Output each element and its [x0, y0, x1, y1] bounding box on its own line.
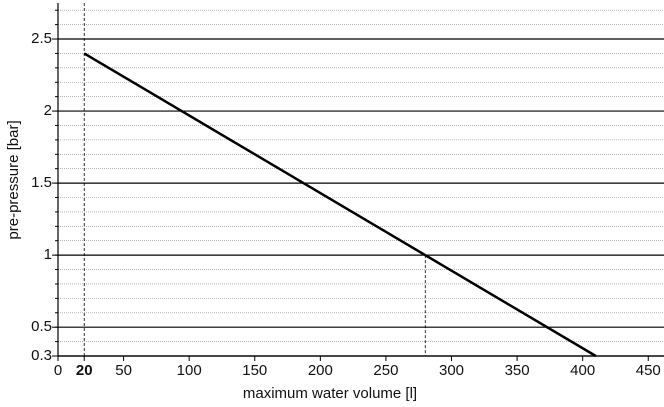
y-tick-label: 1	[44, 246, 52, 263]
y-tick-label: 2	[44, 102, 52, 119]
y-axis-title: pre-pressure [bar]	[5, 120, 22, 239]
x-tick-label: 350	[505, 362, 530, 379]
y-tick-label: 0.5	[31, 318, 52, 335]
x-tick-label: 450	[636, 362, 661, 379]
x-tick-label: 20	[76, 362, 93, 379]
x-tick-label: 100	[177, 362, 202, 379]
x-tick-label: 50	[115, 362, 132, 379]
x-tick-label: 250	[373, 362, 398, 379]
x-tick-label: 150	[242, 362, 267, 379]
data-line	[83, 52, 597, 358]
x-tick-label: 0	[54, 362, 62, 379]
x-tick-label: 200	[308, 362, 333, 379]
x-tick-label: 300	[439, 362, 464, 379]
x-axis-title: maximum water volume [l]	[243, 385, 417, 402]
x-tick-label: 400	[570, 362, 595, 379]
y-tick-label: 0.3	[31, 347, 52, 364]
y-tick-label: 1.5	[31, 174, 52, 191]
y-tick-label: 2.5	[31, 30, 52, 47]
